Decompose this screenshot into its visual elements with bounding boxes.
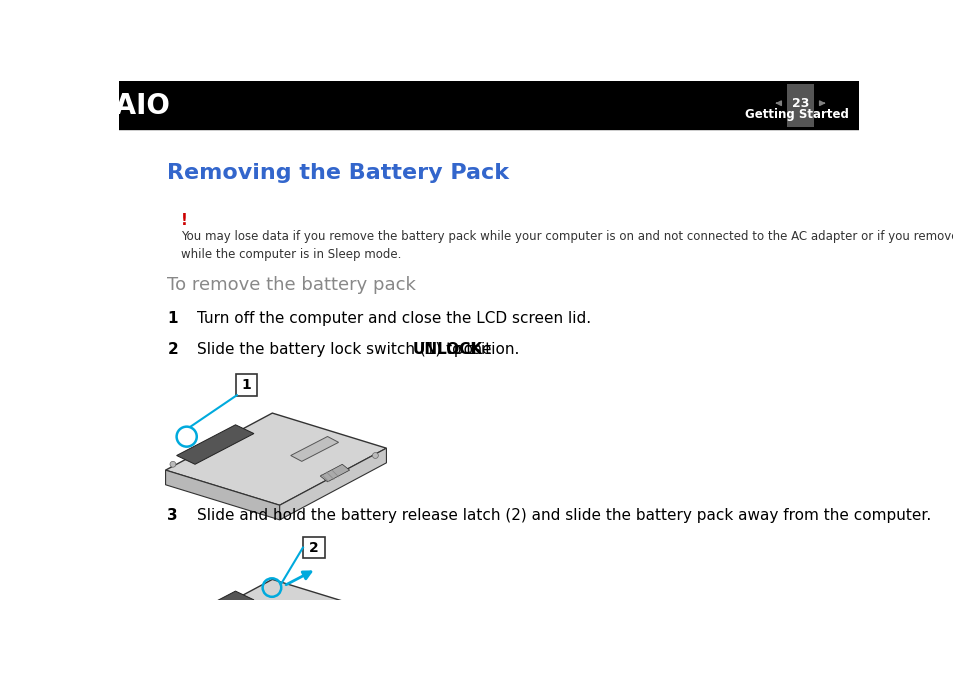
Polygon shape <box>166 413 386 506</box>
Circle shape <box>170 462 175 467</box>
Text: You may lose data if you remove the battery pack while your computer is on and n: You may lose data if you remove the batt… <box>181 230 953 261</box>
Polygon shape <box>279 448 386 520</box>
Polygon shape <box>291 603 338 627</box>
Circle shape <box>372 619 378 625</box>
Text: Turn off the computer and close the LCD screen lid.: Turn off the computer and close the LCD … <box>196 311 590 326</box>
Text: 23: 23 <box>791 97 808 110</box>
Text: Slide the battery lock switch (1) to the: Slide the battery lock switch (1) to the <box>196 342 496 357</box>
Polygon shape <box>176 591 253 631</box>
Text: To remove the battery pack: To remove the battery pack <box>167 276 416 294</box>
Text: 1: 1 <box>167 311 177 326</box>
Polygon shape <box>166 580 386 671</box>
Text: 3: 3 <box>167 508 178 523</box>
Polygon shape <box>320 464 349 482</box>
Polygon shape <box>176 425 253 464</box>
Text: !: ! <box>181 212 188 228</box>
Text: Removing the Battery Pack: Removing the Battery Pack <box>167 162 509 183</box>
Circle shape <box>170 627 175 634</box>
Text: UNLOCK: UNLOCK <box>413 342 482 357</box>
Text: Slide and hold the battery release latch (2) and slide the battery pack away fro: Slide and hold the battery release latch… <box>196 508 930 523</box>
Text: 2: 2 <box>309 541 318 555</box>
Bar <box>235 374 257 396</box>
Bar <box>119 81 858 130</box>
Bar <box>303 537 324 558</box>
Text: position.: position. <box>449 342 519 357</box>
Polygon shape <box>279 615 386 674</box>
Polygon shape <box>166 470 279 520</box>
Polygon shape <box>166 636 279 674</box>
Text: VAIO: VAIO <box>95 92 171 119</box>
Circle shape <box>372 452 378 458</box>
Text: 2: 2 <box>167 342 178 357</box>
Bar <box>785 84 814 127</box>
Polygon shape <box>320 631 349 648</box>
Text: Getting Started: Getting Started <box>744 109 848 121</box>
Text: 1: 1 <box>241 378 251 392</box>
Polygon shape <box>291 437 338 462</box>
